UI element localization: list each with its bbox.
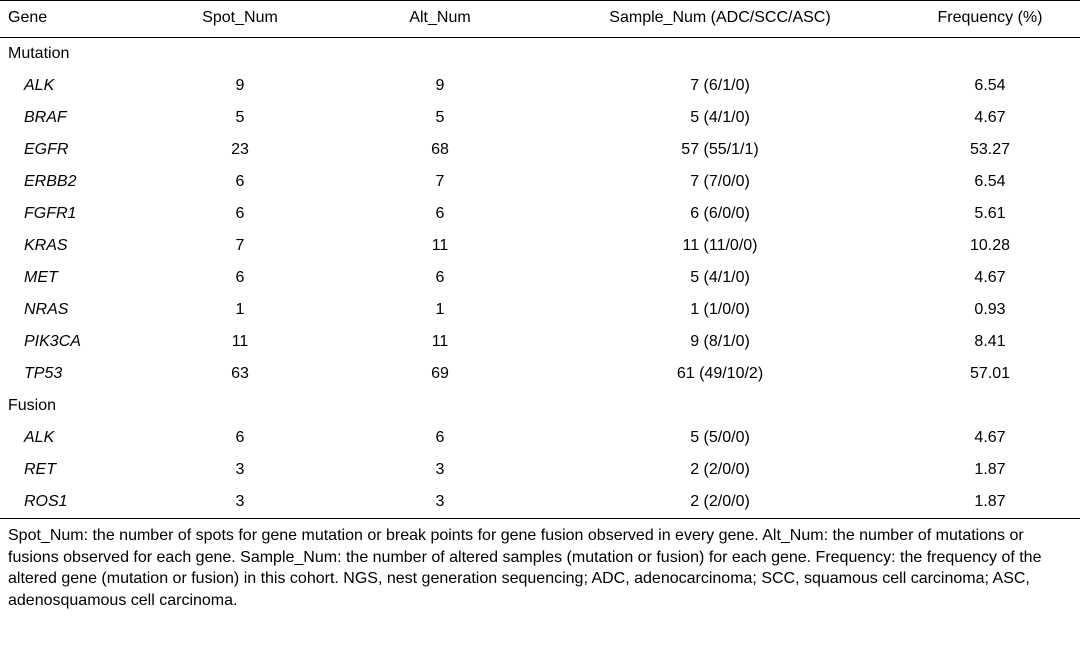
table-row: PIK3CA11119 (8/1/0)8.41 xyxy=(0,326,1080,358)
section-label: Mutation xyxy=(0,38,1080,71)
alt-num-cell: 3 xyxy=(340,454,540,486)
frequency-cell: 53.27 xyxy=(900,134,1080,166)
sample-num-cell: 2 (2/0/0) xyxy=(540,486,900,519)
alt-num-cell: 9 xyxy=(340,70,540,102)
frequency-cell: 5.61 xyxy=(900,198,1080,230)
spot-num-cell: 23 xyxy=(140,134,340,166)
table-row: TP53636961 (49/10/2)57.01 xyxy=(0,358,1080,390)
spot-num-cell: 1 xyxy=(140,294,340,326)
table-row: ERBB2677 (7/0/0)6.54 xyxy=(0,166,1080,198)
sample-num-cell: 7 (6/1/0) xyxy=(540,70,900,102)
table-row: KRAS71111 (11/0/0)10.28 xyxy=(0,230,1080,262)
gene-name-cell: PIK3CA xyxy=(0,326,140,358)
spot-num-cell: 5 xyxy=(140,102,340,134)
frequency-cell: 4.67 xyxy=(900,102,1080,134)
table-footnote-row: Spot_Num: the number of spots for gene m… xyxy=(0,519,1080,620)
sample-num-cell: 61 (49/10/2) xyxy=(540,358,900,390)
section-label-row: Fusion xyxy=(0,390,1080,422)
sample-num-cell: 11 (11/0/0) xyxy=(540,230,900,262)
sample-num-cell: 5 (4/1/0) xyxy=(540,102,900,134)
table-row: ALK997 (6/1/0)6.54 xyxy=(0,70,1080,102)
alt-num-cell: 68 xyxy=(340,134,540,166)
gene-alteration-table: Gene Spot_Num Alt_Num Sample_Num (ADC/SC… xyxy=(0,0,1080,619)
frequency-cell: 6.54 xyxy=(900,70,1080,102)
gene-name-cell: ROS1 xyxy=(0,486,140,519)
spot-num-cell: 6 xyxy=(140,262,340,294)
alt-num-cell: 11 xyxy=(340,230,540,262)
frequency-cell: 6.54 xyxy=(900,166,1080,198)
alt-num-cell: 69 xyxy=(340,358,540,390)
table-row: NRAS111 (1/0/0)0.93 xyxy=(0,294,1080,326)
table-footnote: Spot_Num: the number of spots for gene m… xyxy=(0,519,1080,620)
gene-name-cell: ALK xyxy=(0,422,140,454)
frequency-cell: 1.87 xyxy=(900,486,1080,519)
spot-num-cell: 9 xyxy=(140,70,340,102)
alt-num-cell: 1 xyxy=(340,294,540,326)
gene-name-cell: EGFR xyxy=(0,134,140,166)
sample-num-cell: 5 (4/1/0) xyxy=(540,262,900,294)
table-row: EGFR236857 (55/1/1)53.27 xyxy=(0,134,1080,166)
sample-num-cell: 2 (2/0/0) xyxy=(540,454,900,486)
table-row: RET332 (2/0/0)1.87 xyxy=(0,454,1080,486)
spot-num-cell: 6 xyxy=(140,422,340,454)
sample-num-cell: 9 (8/1/0) xyxy=(540,326,900,358)
sample-num-cell: 57 (55/1/1) xyxy=(540,134,900,166)
gene-name-cell: BRAF xyxy=(0,102,140,134)
spot-num-cell: 3 xyxy=(140,486,340,519)
frequency-cell: 4.67 xyxy=(900,262,1080,294)
gene-name-cell: FGFR1 xyxy=(0,198,140,230)
sample-num-cell: 6 (6/0/0) xyxy=(540,198,900,230)
gene-name-cell: RET xyxy=(0,454,140,486)
sample-num-cell: 7 (7/0/0) xyxy=(540,166,900,198)
col-header-spot-num: Spot_Num xyxy=(140,1,340,38)
section-label-row: Mutation xyxy=(0,38,1080,71)
table-row: MET665 (4/1/0)4.67 xyxy=(0,262,1080,294)
table-row: FGFR1666 (6/0/0)5.61 xyxy=(0,198,1080,230)
spot-num-cell: 6 xyxy=(140,198,340,230)
gene-name-cell: MET xyxy=(0,262,140,294)
alt-num-cell: 11 xyxy=(340,326,540,358)
gene-name-cell: ERBB2 xyxy=(0,166,140,198)
col-header-frequency: Frequency (%) xyxy=(900,1,1080,38)
sample-num-cell: 5 (5/0/0) xyxy=(540,422,900,454)
frequency-cell: 10.28 xyxy=(900,230,1080,262)
spot-num-cell: 7 xyxy=(140,230,340,262)
gene-name-cell: KRAS xyxy=(0,230,140,262)
frequency-cell: 4.67 xyxy=(900,422,1080,454)
col-header-gene: Gene xyxy=(0,1,140,38)
frequency-cell: 8.41 xyxy=(900,326,1080,358)
frequency-cell: 0.93 xyxy=(900,294,1080,326)
section-label: Fusion xyxy=(0,390,1080,422)
alt-num-cell: 6 xyxy=(340,262,540,294)
alt-num-cell: 3 xyxy=(340,486,540,519)
table-row: ALK665 (5/0/0)4.67 xyxy=(0,422,1080,454)
frequency-cell: 57.01 xyxy=(900,358,1080,390)
col-header-alt-num: Alt_Num xyxy=(340,1,540,38)
frequency-cell: 1.87 xyxy=(900,454,1080,486)
gene-name-cell: NRAS xyxy=(0,294,140,326)
spot-num-cell: 11 xyxy=(140,326,340,358)
spot-num-cell: 3 xyxy=(140,454,340,486)
alt-num-cell: 6 xyxy=(340,198,540,230)
sample-num-cell: 1 (1/0/0) xyxy=(540,294,900,326)
table-row: ROS1332 (2/0/0)1.87 xyxy=(0,486,1080,519)
alt-num-cell: 5 xyxy=(340,102,540,134)
table-header-row: Gene Spot_Num Alt_Num Sample_Num (ADC/SC… xyxy=(0,1,1080,38)
gene-name-cell: ALK xyxy=(0,70,140,102)
table-body: MutationALK997 (6/1/0)6.54BRAF555 (4/1/0… xyxy=(0,38,1080,519)
spot-num-cell: 63 xyxy=(140,358,340,390)
alt-num-cell: 7 xyxy=(340,166,540,198)
spot-num-cell: 6 xyxy=(140,166,340,198)
col-header-sample-num: Sample_Num (ADC/SCC/ASC) xyxy=(540,1,900,38)
table-row: BRAF555 (4/1/0)4.67 xyxy=(0,102,1080,134)
gene-name-cell: TP53 xyxy=(0,358,140,390)
alt-num-cell: 6 xyxy=(340,422,540,454)
